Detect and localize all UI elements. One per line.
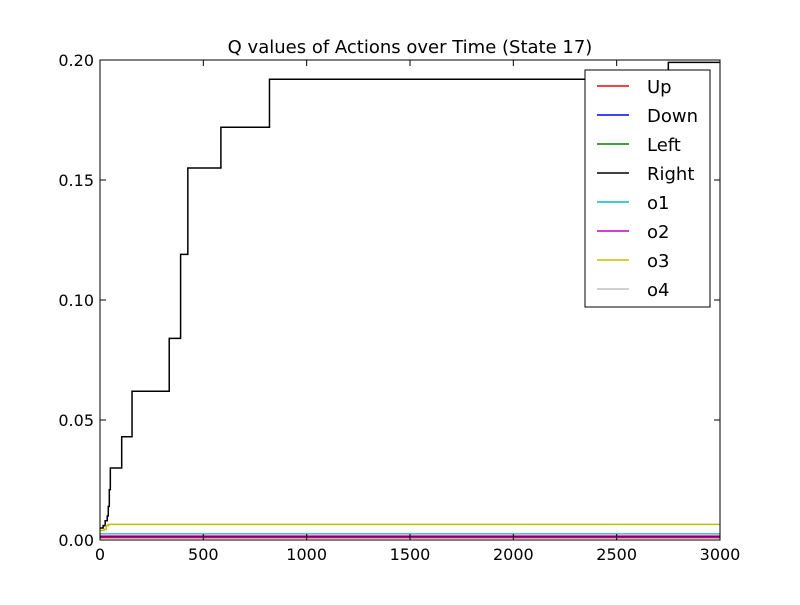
x-tick-label: 2500 [596,545,637,564]
series-line-right [100,61,720,529]
x-tick-label: 1000 [286,545,327,564]
x-tick-label: 0 [95,545,105,564]
x-axis: 0 500 1000 1500 2000 2500 3000 [95,60,740,564]
legend-label-o4: o4 [647,280,669,301]
legend-label-right: Right [647,164,694,185]
legend-label-o3: o3 [647,251,669,272]
legend-box [584,69,711,308]
legend-label-down: Down [647,106,698,127]
y-tick-label: 0.10 [58,291,94,310]
legend-label-o1: o1 [647,193,669,214]
legend-label-left: Left [647,135,681,156]
series-line-o3 [100,523,720,532]
legend-label-o2: o2 [647,222,669,243]
y-axis: 0.00 0.05 0.10 0.15 0.20 [58,51,720,550]
y-tick-label: 0.00 [58,531,94,550]
legend-label-up: Up [647,77,672,98]
y-tick-label: 0.05 [58,411,94,430]
x-tick-label: 2000 [493,545,534,564]
y-tick-label: 0.20 [58,51,94,70]
legend: Up Down Left Right o1 o2 o3 o4 [584,69,711,308]
x-tick-label: 1500 [390,545,431,564]
y-tick-label: 0.15 [58,171,94,190]
x-tick-label: 500 [188,545,219,564]
x-tick-label: 3000 [700,545,741,564]
chart-title: Q values of Actions over Time (State 17) [228,37,593,58]
